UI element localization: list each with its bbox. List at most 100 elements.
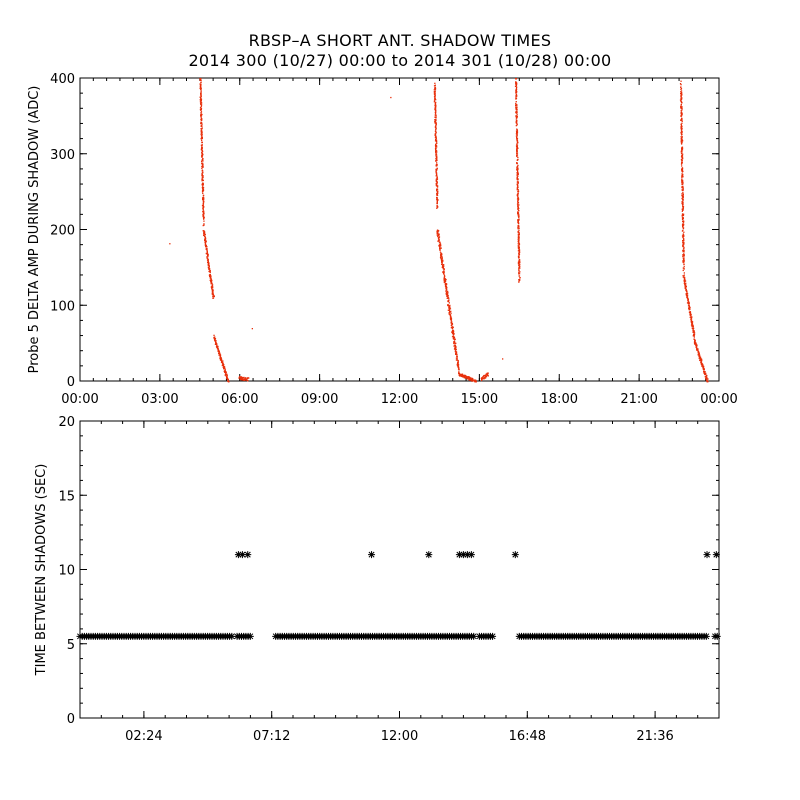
data-point — [517, 180, 519, 182]
data-point — [457, 365, 460, 367]
data-point — [680, 128, 683, 131]
data-point — [445, 287, 448, 290]
data-point — [487, 374, 489, 376]
data-point — [516, 189, 518, 191]
data-point — [456, 364, 458, 366]
data-point — [681, 202, 683, 205]
data-point — [436, 162, 438, 164]
data-point — [682, 261, 684, 264]
data-point — [202, 163, 204, 166]
data-point — [221, 364, 223, 367]
data-point — [691, 325, 693, 328]
data-point — [517, 261, 520, 263]
data-point — [457, 361, 459, 363]
data-point — [435, 145, 437, 147]
data-point — [453, 333, 455, 336]
data-point — [200, 105, 203, 107]
data-point — [487, 375, 489, 377]
data-point — [682, 199, 684, 202]
data-point — [688, 307, 690, 310]
data-point — [454, 347, 457, 350]
data-point — [681, 197, 683, 200]
data-point — [681, 175, 683, 177]
data-point — [201, 127, 203, 129]
data-point — [685, 285, 687, 288]
data-point — [458, 372, 460, 375]
data-point — [434, 89, 437, 91]
data-point — [223, 364, 225, 366]
data-point — [435, 184, 438, 186]
data-point — [517, 164, 519, 167]
data-point — [681, 117, 683, 119]
data-point — [697, 351, 699, 353]
data-point — [448, 313, 450, 315]
data-point — [680, 137, 683, 139]
data-point — [515, 97, 518, 99]
data-point — [200, 105, 202, 108]
data-point — [519, 260, 521, 263]
data-point — [516, 134, 518, 136]
data-point — [223, 370, 226, 372]
data-point — [441, 263, 443, 265]
data-point — [436, 197, 438, 199]
data-point — [243, 378, 245, 380]
data-point — [222, 363, 224, 365]
data-point — [390, 96, 392, 99]
data-point — [517, 191, 519, 193]
data-point — [203, 199, 205, 201]
data-point — [436, 172, 438, 174]
data-point — [517, 192, 519, 194]
data-point — [200, 113, 202, 115]
data-point — [435, 125, 437, 127]
data-point — [516, 135, 518, 137]
data-point — [447, 297, 449, 299]
data-point — [448, 312, 450, 314]
data-point — [435, 141, 438, 143]
data-point — [439, 245, 441, 247]
data-point — [681, 106, 683, 108]
data-point — [434, 86, 436, 88]
data-point — [516, 188, 518, 190]
asterisk-marker — [703, 551, 711, 559]
data-point — [214, 338, 216, 340]
data-point — [202, 213, 204, 215]
data-point — [202, 195, 205, 197]
data-point — [446, 287, 448, 289]
data-point — [683, 280, 685, 282]
data-point — [207, 255, 209, 257]
data-point — [481, 377, 483, 379]
data-point — [202, 200, 204, 202]
data-point — [697, 348, 699, 350]
data-point — [703, 367, 705, 370]
data-point — [445, 284, 447, 286]
data-point — [467, 377, 469, 379]
data-point — [204, 235, 206, 238]
data-point — [203, 218, 205, 220]
data-point — [680, 133, 683, 135]
asterisk-marker — [702, 632, 710, 640]
data-point — [680, 115, 683, 117]
data-point — [689, 313, 691, 315]
data-point — [201, 152, 203, 154]
data-point — [686, 296, 689, 298]
data-point — [705, 378, 708, 381]
data-point — [451, 332, 454, 335]
data-point — [693, 330, 695, 333]
data-point — [451, 323, 454, 325]
data-point — [516, 173, 519, 175]
data-point — [222, 360, 224, 362]
data-point — [680, 107, 682, 109]
x-tick-label: 07:12 — [253, 729, 290, 744]
data-point — [202, 179, 204, 181]
data-point — [436, 155, 438, 157]
data-point — [698, 353, 700, 355]
data-point — [517, 194, 519, 196]
data-point — [680, 111, 683, 113]
data-point — [450, 322, 452, 324]
data-point — [682, 260, 685, 262]
data-point — [201, 154, 203, 156]
data-point — [241, 379, 243, 381]
data-point — [220, 357, 222, 359]
data-point — [212, 291, 214, 293]
data-point — [681, 210, 683, 212]
